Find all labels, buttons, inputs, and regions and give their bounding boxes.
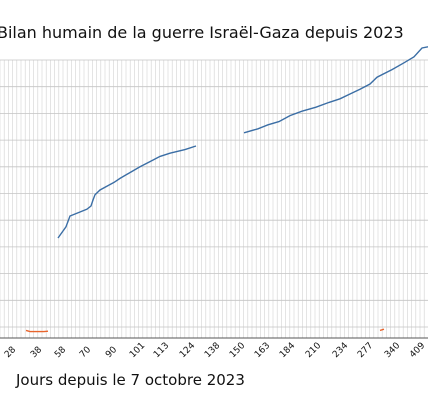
x-tick-label: 58 <box>53 345 68 360</box>
grid <box>0 59 428 339</box>
x-tick-label: 28 <box>3 345 18 360</box>
x-tick-label: 90 <box>104 345 119 360</box>
series-1-segment-3 <box>57 145 197 239</box>
x-tick-label: 138 <box>203 341 222 360</box>
x-tick-label: 340 <box>383 341 402 360</box>
chart-title: Bilan humain de la guerre Israël-Gaza de… <box>0 23 404 42</box>
series-1-segment-6 <box>243 46 428 134</box>
x-tick-label: 150 <box>228 341 247 360</box>
x-tick-label: 124 <box>178 341 197 360</box>
x-tick-label: 409 <box>408 341 427 360</box>
x-tick-label: 70 <box>78 345 93 360</box>
x-tick-label: 277 <box>356 341 375 360</box>
x-tick-label: 101 <box>128 341 147 360</box>
x-tick-labels: 28 38 58 70 90 101 113 124 138 150 163 184 210 234 277… <box>3 341 427 360</box>
x-axis-label: Jours depuis le 7 octobre 2023 <box>15 371 245 389</box>
x-tick-label: 113 <box>152 341 171 360</box>
x-tick-label: 234 <box>331 341 350 360</box>
series-2-segment-2 <box>25 329 49 333</box>
x-tick-label: 38 <box>29 345 44 360</box>
x-tick-label: 184 <box>278 341 297 360</box>
x-tick-label: 210 <box>304 341 323 360</box>
x-tick-label: 163 <box>253 341 272 360</box>
series-layer <box>25 46 428 333</box>
series-2-segment-5 <box>379 328 385 332</box>
